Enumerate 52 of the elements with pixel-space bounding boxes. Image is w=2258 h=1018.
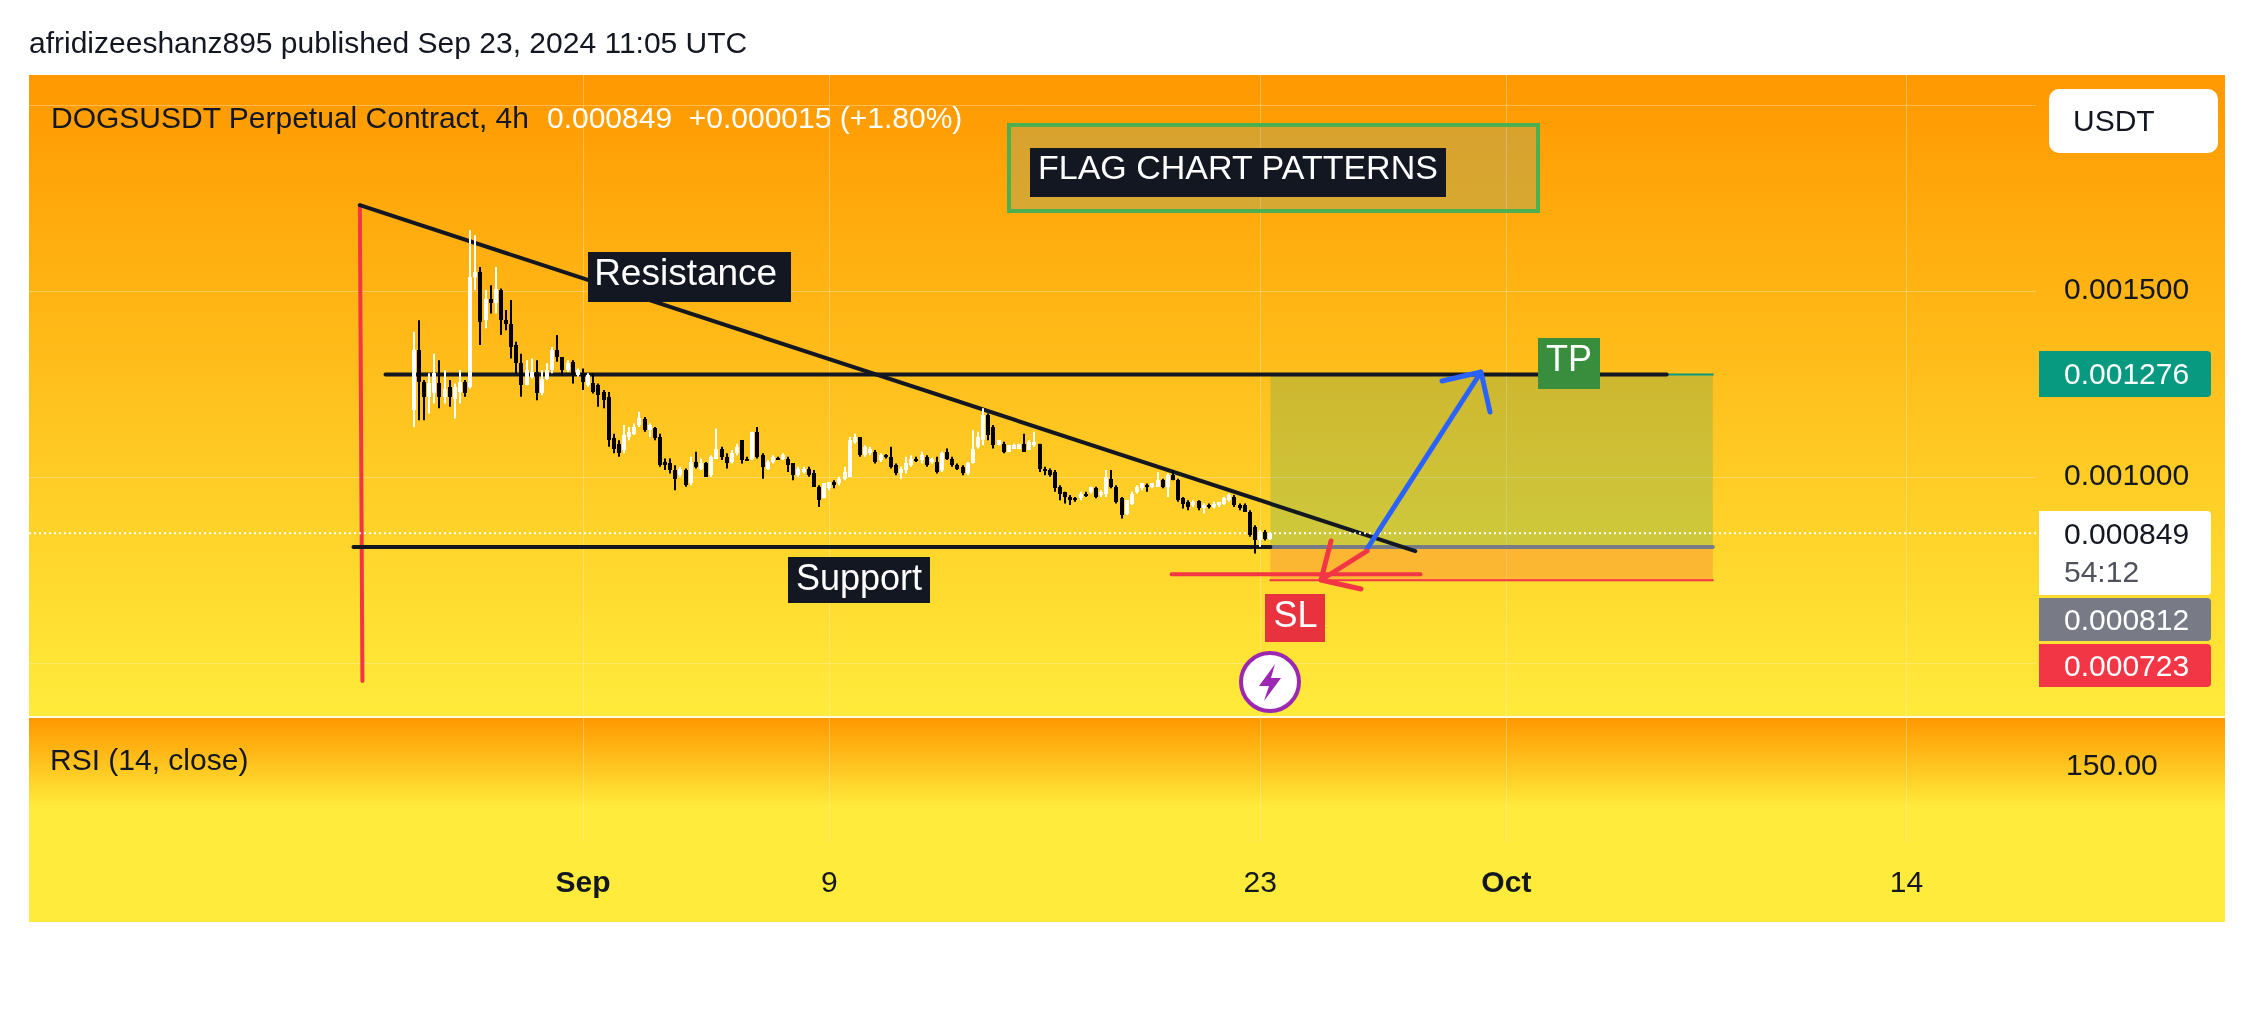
text: DOGSUSDT Perpetual Contract, 4h <box>51 101 529 134</box>
text: 0.000812 <box>2064 603 2190 637</box>
text: 150.00 <box>2066 748 2158 781</box>
candlestick <box>555 334 559 363</box>
annotation: FLAG CHART PATTERNS <box>1030 148 1446 197</box>
candlestick <box>761 452 765 480</box>
ref-line-label: 0.000849 <box>2064 517 2190 551</box>
y-tick-label: 0.001500 <box>2064 272 2190 306</box>
x-tick-label: Sep <box>555 865 611 899</box>
candlestick <box>684 467 688 488</box>
candlestick <box>1120 495 1124 520</box>
annotation: SL <box>1265 594 1326 643</box>
text: RSI (14, close) <box>50 743 249 776</box>
text: 54:12 <box>2064 555 2140 589</box>
annotation: Support <box>788 557 931 603</box>
candlestick <box>1114 484 1118 505</box>
candlestick <box>673 464 677 492</box>
candlestick <box>971 429 975 465</box>
x-tick-label: Oct <box>1481 865 1532 899</box>
candlestick <box>581 367 585 392</box>
x-tick-label: 14 <box>1889 865 1924 899</box>
candlestick <box>1109 469 1113 490</box>
candlestick <box>535 359 539 402</box>
text: afridizeeshanz895 published Sep 23, 2024 11:05 UTC <box>29 26 748 59</box>
candlestick <box>560 356 564 377</box>
candlestick <box>571 359 575 385</box>
text: 0.000849 +0.000015 (+1.80%) <box>546 101 963 134</box>
annotation: Resistance <box>588 252 792 302</box>
candlestick <box>1166 472 1170 498</box>
text: 0.000723 <box>2064 649 2190 683</box>
candlestick <box>1022 432 1026 453</box>
y-tick-label: 0.001000 <box>2064 458 2190 492</box>
candlestick <box>473 234 477 292</box>
candlestick <box>448 379 452 408</box>
candlestick <box>489 284 493 315</box>
candlestick <box>940 450 944 473</box>
candlestick <box>504 309 508 332</box>
candlestick <box>437 359 441 410</box>
candlestick <box>689 455 693 487</box>
text: 0.001276 <box>2064 357 2190 390</box>
candlestick <box>484 289 488 330</box>
candlestick <box>494 265 498 315</box>
annotation: TP <box>1538 338 1601 389</box>
candlestick <box>443 369 447 405</box>
candlestick <box>550 345 554 375</box>
candlestick <box>422 379 426 422</box>
candlestick <box>817 484 821 508</box>
x-tick-label: 9 <box>820 865 838 899</box>
x-tick-label: 23 <box>1243 865 1277 899</box>
candlestick <box>519 352 523 398</box>
candlestick <box>540 369 544 397</box>
y-axis-title: USDT <box>2073 104 2155 137</box>
